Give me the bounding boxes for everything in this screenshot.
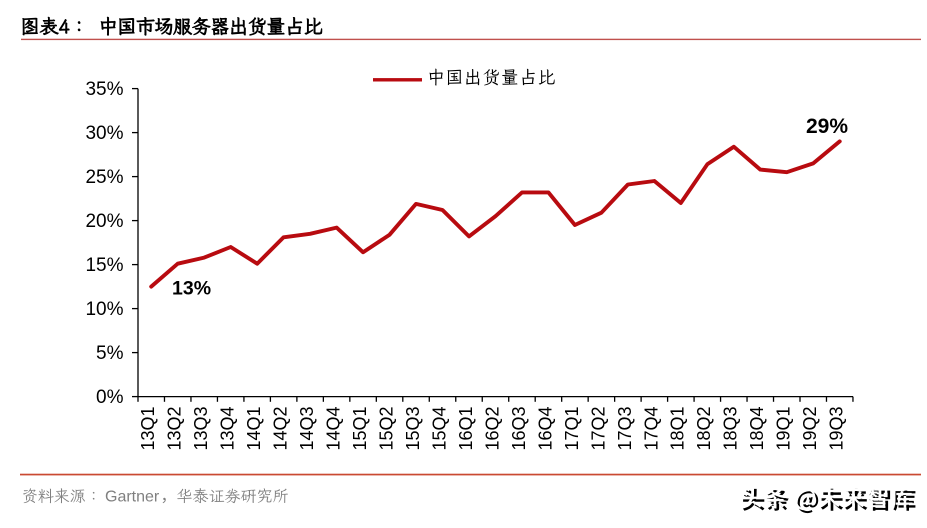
svg-text:15Q4: 15Q4 — [429, 407, 449, 451]
svg-text:13%: 13% — [172, 277, 211, 299]
svg-text:5%: 5% — [96, 343, 124, 364]
svg-text:19Q1: 19Q1 — [774, 407, 794, 451]
svg-text:13Q1: 13Q1 — [138, 407, 158, 451]
svg-text:19Q3: 19Q3 — [827, 407, 847, 451]
svg-text:20%: 20% — [85, 211, 123, 232]
svg-text:14Q2: 14Q2 — [271, 407, 291, 451]
svg-text:16Q1: 16Q1 — [456, 407, 476, 451]
svg-text:19Q2: 19Q2 — [800, 407, 820, 451]
svg-text:29%: 29% — [806, 115, 848, 138]
svg-text:0%: 0% — [96, 387, 124, 408]
svg-text:13Q2: 13Q2 — [165, 407, 185, 451]
svg-text:Gartner: Gartner — [105, 489, 160, 506]
svg-text:17Q4: 17Q4 — [641, 407, 661, 451]
svg-text:15Q3: 15Q3 — [403, 407, 423, 451]
svg-text:30%: 30% — [85, 123, 123, 144]
svg-text:16Q4: 16Q4 — [535, 407, 555, 451]
svg-text:18Q3: 18Q3 — [721, 407, 741, 451]
svg-text:25%: 25% — [85, 167, 123, 188]
svg-text:14Q1: 14Q1 — [244, 407, 264, 451]
svg-text:18Q4: 18Q4 — [747, 407, 767, 451]
svg-text:35%: 35% — [85, 79, 123, 100]
svg-text:16Q2: 16Q2 — [482, 407, 502, 451]
svg-text:13Q3: 13Q3 — [191, 407, 211, 451]
svg-text:18Q1: 18Q1 — [668, 407, 688, 451]
svg-text:14Q4: 14Q4 — [324, 407, 344, 451]
svg-text:15%: 15% — [85, 255, 123, 276]
svg-text:14Q3: 14Q3 — [297, 407, 317, 451]
svg-text:15Q1: 15Q1 — [350, 407, 370, 451]
svg-text:15Q2: 15Q2 — [377, 407, 397, 451]
svg-text:13Q4: 13Q4 — [218, 407, 238, 451]
svg-text:17Q1: 17Q1 — [562, 407, 582, 451]
svg-text:17Q3: 17Q3 — [615, 407, 635, 451]
svg-text:17Q2: 17Q2 — [588, 407, 608, 451]
svg-text:18Q2: 18Q2 — [694, 407, 714, 451]
svg-text:10%: 10% — [85, 299, 123, 320]
svg-text:16Q3: 16Q3 — [509, 407, 529, 451]
